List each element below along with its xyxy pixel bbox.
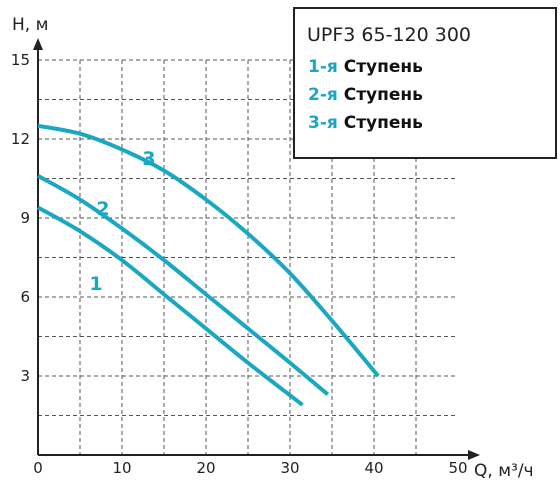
curve-stage-1 bbox=[37, 205, 304, 407]
curve-stage-3 bbox=[37, 123, 380, 378]
chart-grid bbox=[38, 59, 458, 455]
x-tick-label: 50 bbox=[448, 459, 467, 477]
x-tick-label: 40 bbox=[364, 459, 383, 477]
x-axis-arrow bbox=[468, 450, 480, 460]
curve-label-3: 3 bbox=[142, 148, 155, 170]
x-axis-title: Q, м³/ч bbox=[474, 461, 534, 481]
curve-stage-2 bbox=[37, 174, 330, 396]
x-tick-label: 0 bbox=[33, 459, 43, 477]
curve-label-2: 2 bbox=[96, 198, 109, 220]
legend-item-word: Ступень bbox=[344, 113, 423, 133]
x-tick-label: 30 bbox=[280, 459, 299, 477]
legend-item: 2-я Ступень bbox=[308, 85, 423, 105]
y-tick-label: 3 bbox=[20, 367, 30, 385]
y-axis-title: H, м bbox=[12, 15, 48, 35]
performance-curves bbox=[37, 123, 380, 407]
y-tick-label: 12 bbox=[11, 130, 30, 148]
curve-label-1: 1 bbox=[89, 273, 102, 295]
legend-item-word: Ступень bbox=[344, 85, 423, 105]
y-tick-labels: 3 6 9 12 15 bbox=[11, 51, 30, 385]
chart-axes bbox=[33, 38, 480, 460]
y-tick-label: 9 bbox=[20, 209, 30, 227]
legend-item-word: Ступень bbox=[344, 57, 423, 77]
legend-item-number: 1-я bbox=[308, 57, 344, 77]
x-tick-labels: 0 10 20 30 40 50 bbox=[33, 459, 467, 477]
legend-frame bbox=[293, 7, 557, 159]
x-tick-label: 10 bbox=[112, 459, 131, 477]
curve-labels: 1 2 3 bbox=[89, 148, 155, 295]
legend-item-number: 2-я bbox=[308, 85, 344, 105]
y-tick-label: 15 bbox=[11, 51, 30, 69]
legend-item: 3-я Ступень bbox=[308, 113, 423, 133]
x-tick-label: 20 bbox=[196, 459, 215, 477]
y-tick-label: 6 bbox=[20, 288, 30, 306]
legend-item: 1-я Ступень bbox=[308, 57, 423, 77]
legend-item-number: 3-я bbox=[308, 113, 344, 133]
y-axis-arrow bbox=[33, 38, 43, 50]
legend-title: UPF3 65-120 300 bbox=[307, 24, 471, 46]
